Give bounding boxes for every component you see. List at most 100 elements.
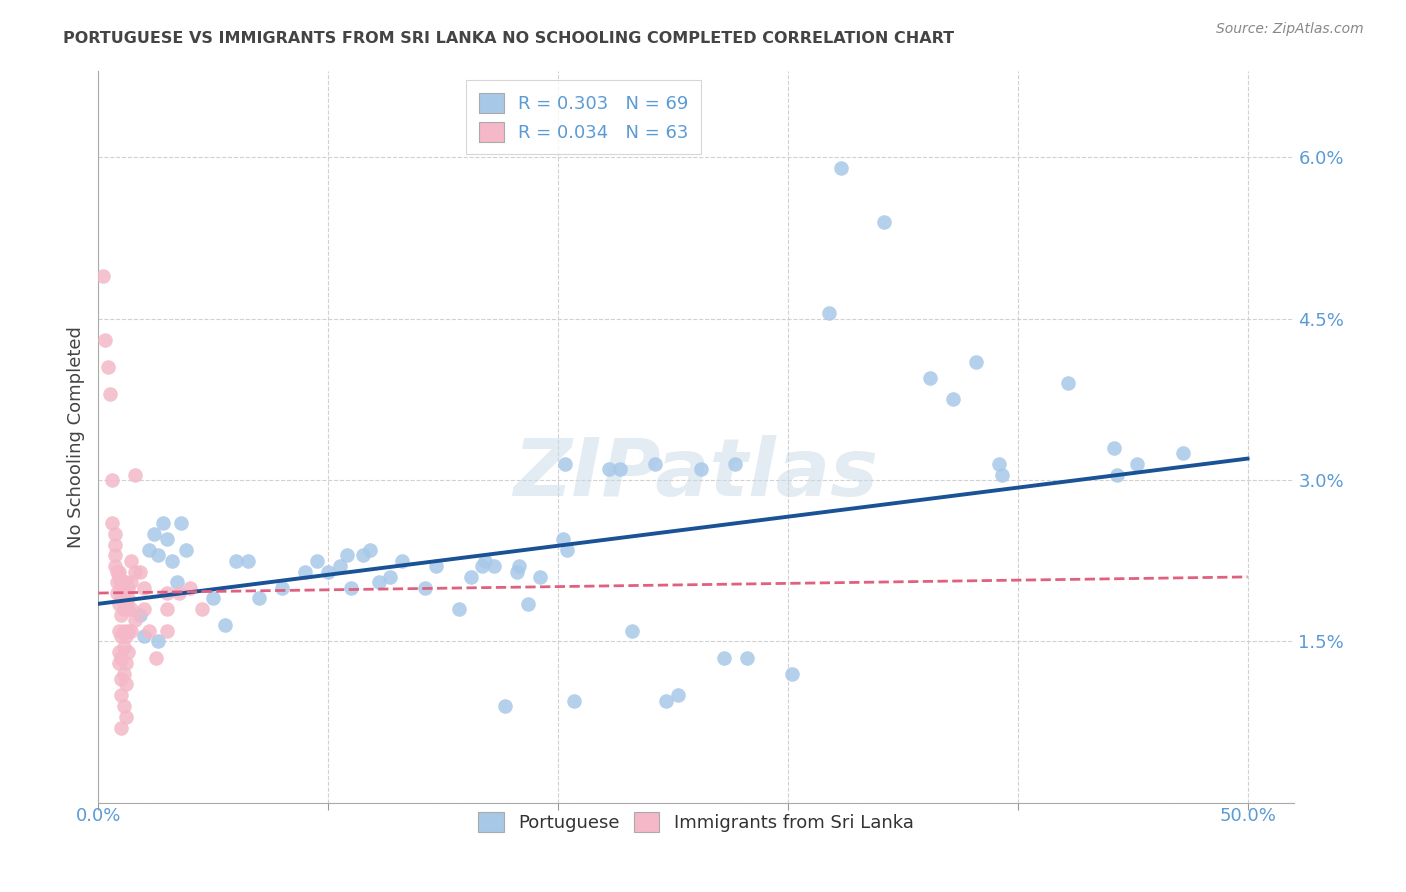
Point [124,467,146,482]
Point [108,624,131,638]
Point [160,554,183,568]
Point [554,457,576,471]
Point [117,581,139,595]
Point [380,570,402,584]
Point [148,634,170,648]
Point [214,618,236,632]
Point [112,586,135,600]
Point [170,516,193,530]
Point [115,710,138,724]
Point [413,581,436,595]
Point [367,575,389,590]
Point [305,554,328,568]
Point [110,629,132,643]
Point [562,693,585,707]
Point [598,462,620,476]
Point [1173,446,1195,460]
Point [115,656,138,670]
Point [138,624,160,638]
Point [990,467,1012,482]
Point [336,549,359,563]
Point [117,645,139,659]
Point [145,650,167,665]
Point [166,575,188,590]
Point [517,597,540,611]
Point [142,527,165,541]
Point [117,591,139,606]
Point [735,650,758,665]
Point [655,693,678,707]
Y-axis label: No Schooling Completed: No Schooling Completed [66,326,84,548]
Point [359,543,381,558]
Point [942,392,965,407]
Point [108,597,131,611]
Point [134,581,156,595]
Point [115,629,138,643]
Point [103,559,125,574]
Point [120,554,142,568]
Point [112,602,135,616]
Point [988,457,1011,471]
Point [115,575,138,590]
Point [965,355,987,369]
Point [120,624,142,638]
Point [782,666,804,681]
Point [247,591,270,606]
Point [120,602,142,616]
Point [873,215,896,229]
Point [174,543,197,558]
Point [329,559,352,574]
Point [124,613,146,627]
Text: ZIPatlas: ZIPatlas [513,434,879,513]
Point [138,543,160,558]
Point [117,602,139,616]
Point [103,527,125,541]
Point [105,565,128,579]
Point [97,360,120,375]
Point [471,559,494,574]
Point [508,559,530,574]
Point [391,554,413,568]
Point [191,602,214,616]
Point [115,677,138,691]
Point [124,565,146,579]
Point [425,559,447,574]
Point [474,554,496,568]
Point [105,575,128,590]
Point [340,581,363,595]
Point [1126,457,1149,471]
Text: Source: ZipAtlas.com: Source: ZipAtlas.com [1216,22,1364,37]
Point [108,570,131,584]
Point [294,565,316,579]
Point [112,624,135,638]
Point [94,333,117,347]
Point [148,549,170,563]
Point [110,581,132,595]
Point [529,570,551,584]
Point [112,640,135,654]
Point [494,698,516,713]
Point [156,533,179,547]
Point [108,645,131,659]
Point [134,629,156,643]
Point [1104,441,1126,455]
Point [1057,376,1080,391]
Point [644,457,666,471]
Point [225,554,247,568]
Point [449,602,471,616]
Point [818,306,841,320]
Point [112,698,135,713]
Point [152,516,174,530]
Point [101,516,124,530]
Point [609,462,631,476]
Point [110,721,132,735]
Point [115,597,138,611]
Text: 50.0%: 50.0% [1219,807,1277,825]
Point [482,559,505,574]
Point [110,688,132,702]
Point [1105,467,1128,482]
Point [316,565,339,579]
Legend: Portuguese, Immigrants from Sri Lanka: Portuguese, Immigrants from Sri Lanka [465,800,927,845]
Point [91,268,114,283]
Point [108,565,131,579]
